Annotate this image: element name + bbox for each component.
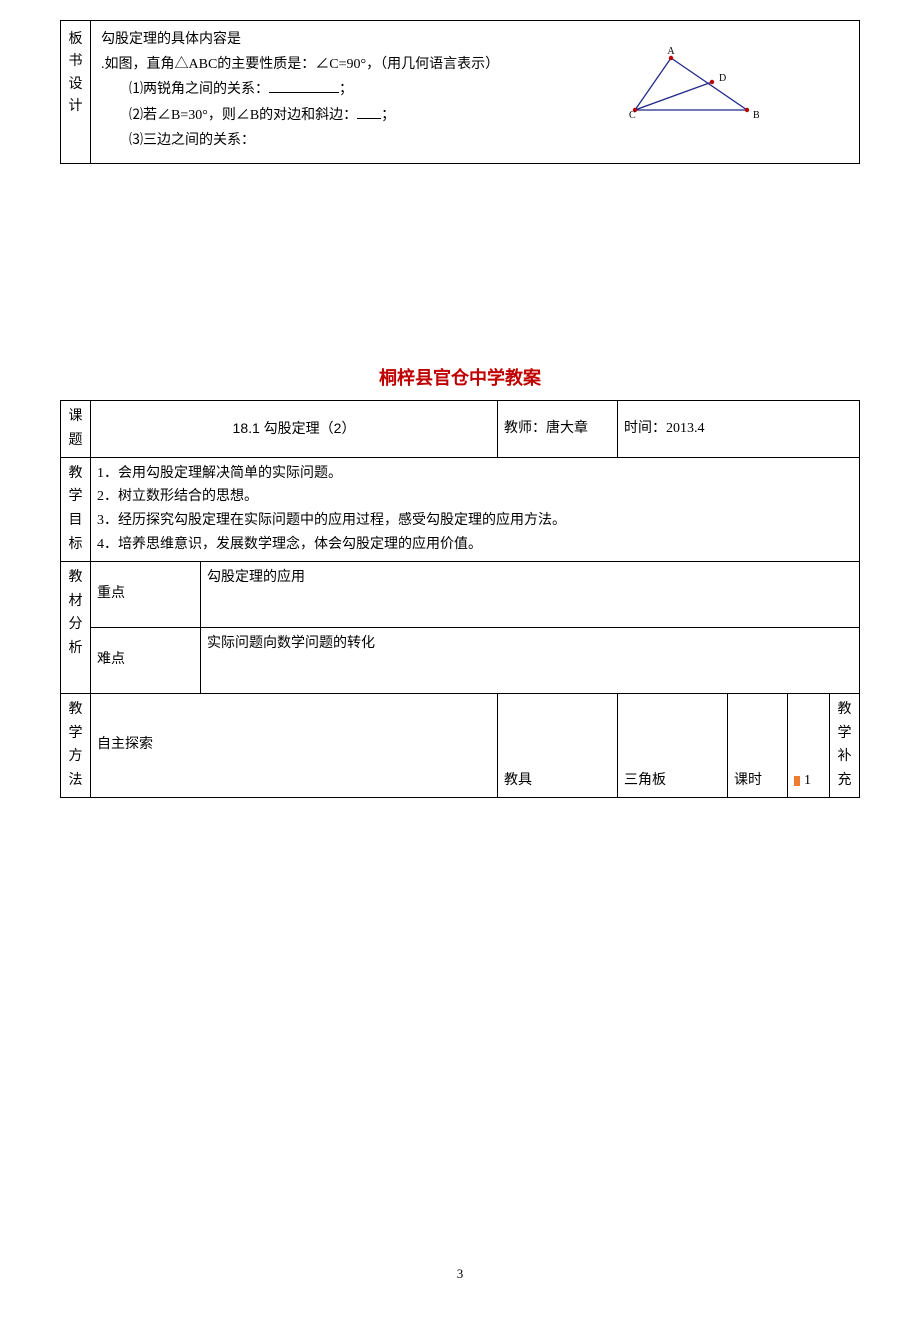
goal-1: 1．会用勾股定理解决简单的实际问题。 <box>97 462 853 486</box>
goal-2: 2．树立数形结合的思想。 <box>97 485 853 509</box>
tool-text: 三角板 <box>618 693 728 797</box>
goal-4: 4．培养思维意识，发展数学理念，体会勾股定理的应用价值。 <box>97 533 853 557</box>
key-text: 勾股定理的应用 <box>201 561 860 627</box>
material-label: 教材分析 <box>61 561 91 693</box>
line-4: ⑶三边之间的关系： <box>101 128 849 153</box>
method-label: 教学方法 <box>61 693 91 797</box>
suppl-label: 教学补充 <box>830 693 860 797</box>
page-title: 桐梓县官仓中学教案 <box>0 364 920 390</box>
line-2-pre: ⑴两锐角之间的关系： <box>129 82 269 97</box>
label-char: 板书设计 <box>69 29 83 119</box>
course-title: 18.1 勾股定理（2） <box>91 400 498 457</box>
diff-text: 实际问题向数学问题的转化 <box>201 627 860 693</box>
line-2-suf: ； <box>339 82 353 97</box>
teacher-cell: 教师：唐大章 <box>498 400 618 457</box>
line-3-suf: ； <box>381 108 395 123</box>
period-cell: 1 <box>788 693 830 797</box>
page: 板书设计 勾股定理的具体内容是 .如图，直角△ABC的主要性质是：∠C=90°，… <box>0 20 920 1322</box>
period-label: 课时 <box>728 693 788 797</box>
method-text: 自主探索 <box>91 693 498 797</box>
period-text: 1 <box>804 773 811 788</box>
diff-label: 难点 <box>91 627 201 693</box>
board-design-table: 板书设计 勾股定理的具体内容是 .如图，直角△ABC的主要性质是：∠C=90°，… <box>60 20 860 164</box>
board-design-content: 勾股定理的具体内容是 .如图，直角△ABC的主要性质是：∠C=90°，（用几何语… <box>91 21 860 164</box>
blank-1 <box>269 79 339 93</box>
board-design-label: 板书设计 <box>61 21 91 164</box>
bullet-icon <box>794 776 800 786</box>
vertex-d-label: D <box>719 73 726 84</box>
tool-label: 教具 <box>498 693 618 797</box>
lesson-table: 课题 18.1 勾股定理（2） 教师：唐大章 时间：2013.4 教学目标 1．… <box>60 400 860 798</box>
course-label: 课题 <box>61 400 91 457</box>
triangle-diagram: A B C D <box>629 46 759 121</box>
time-cell: 时间：2013.4 <box>618 400 860 457</box>
goal-label: 教学目标 <box>61 457 91 561</box>
page-number: 3 <box>0 1266 920 1282</box>
goals-cell: 1．会用勾股定理解决简单的实际问题。 2．树立数形结合的思想。 3．经历探究勾股… <box>91 457 860 561</box>
goal-3: 3．经历探究勾股定理在实际问题中的应用过程，感受勾股定理的应用方法。 <box>97 509 853 533</box>
vertex-c-label: C <box>629 110 636 121</box>
blank-2 <box>357 105 381 119</box>
vertex-b-label: B <box>753 110 759 121</box>
key-label: 重点 <box>91 561 201 627</box>
line-3-pre: ⑵若∠B=30°，则∠B的对边和斜边： <box>129 108 357 123</box>
vertex-a-label: A <box>667 46 675 57</box>
